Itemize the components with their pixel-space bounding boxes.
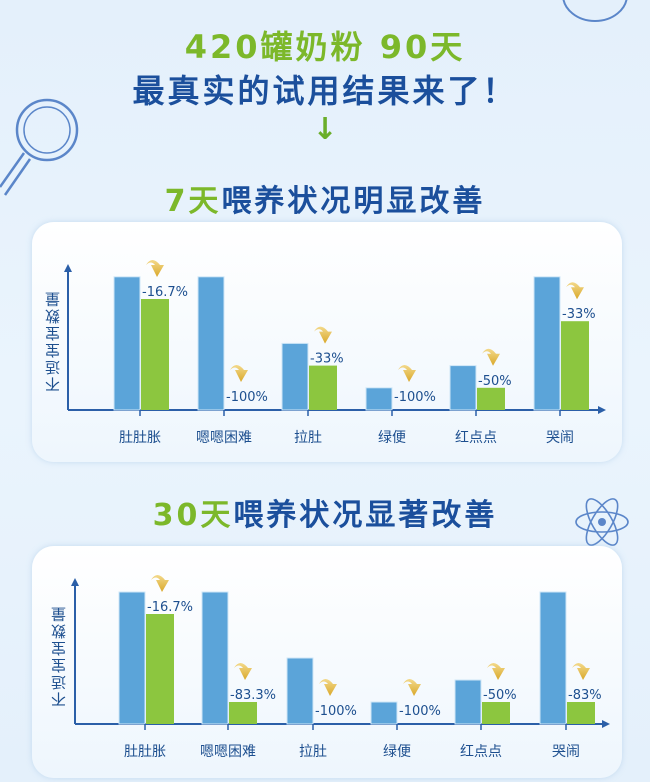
- bar-before: [539, 591, 567, 725]
- decrease-arrow-icon: [487, 663, 505, 680]
- decrease-arrow-icon: [572, 663, 590, 680]
- change-label: -100%: [394, 390, 436, 405]
- bar-after: [309, 365, 337, 410]
- x-tick-label: 绿便: [378, 430, 406, 446]
- x-tick-label: 嗯嗯困难: [200, 744, 256, 760]
- y-axis-arrow: [64, 264, 72, 272]
- magnifier-icon: [0, 98, 79, 196]
- headline-line1: 420罐奶粉 90天: [184, 28, 466, 66]
- bar-after: [482, 702, 510, 724]
- change-label: -50%: [478, 374, 512, 389]
- decrease-arrow-icon: [398, 365, 416, 382]
- x-tick-label: 拉肚: [294, 430, 322, 446]
- down-arrow-icon: ↓: [312, 112, 338, 147]
- change-label: -50%: [483, 688, 517, 703]
- bar-before: [454, 679, 482, 725]
- ring-decoration-icon: [562, 0, 628, 22]
- x-axis-arrow: [598, 406, 606, 414]
- bar-before: [286, 657, 314, 725]
- y-axis-arrow: [71, 578, 79, 586]
- x-tick-label: 哭闹: [546, 430, 574, 446]
- atom-icon: [575, 498, 629, 546]
- decrease-arrow-icon: [566, 282, 584, 300]
- decrease-arrow-icon: [230, 365, 248, 382]
- bar-before: [197, 276, 225, 411]
- change-label: -33%: [562, 307, 596, 322]
- x-tick-label: 红点点: [460, 744, 502, 760]
- change-label: -33%: [310, 352, 344, 367]
- decrease-arrow-icon: [319, 679, 337, 696]
- section-title-highlight: 30天: [152, 498, 234, 533]
- x-tick-label: 肚肚胀: [124, 744, 166, 760]
- change-label: -83%: [568, 688, 602, 703]
- bar-before: [365, 387, 393, 411]
- decrease-arrow-icon: [146, 260, 164, 277]
- bar-after: [141, 299, 169, 410]
- x-tick-label: 嗯嗯困难: [196, 430, 252, 446]
- x-axis-arrow: [602, 720, 610, 728]
- decrease-arrow-icon: [151, 575, 169, 592]
- x-tick-label: 哭闹: [552, 744, 580, 760]
- bar-after: [567, 702, 595, 724]
- change-label: -100%: [399, 704, 441, 719]
- x-tick-label: 肚肚胀: [119, 430, 161, 446]
- section-title-text: 喂养状况显著改善: [233, 498, 498, 533]
- change-label: -16.7%: [142, 285, 188, 300]
- change-label: -100%: [315, 704, 357, 719]
- section-title-7-days: 7天喂养状况明显改善: [0, 176, 650, 220]
- bar-after: [146, 614, 174, 724]
- headline-line2: 最真实的试用结果来了！: [132, 72, 518, 110]
- decrease-arrow-icon: [482, 348, 500, 366]
- bar-before: [449, 365, 477, 411]
- bar-before: [113, 276, 141, 411]
- x-tick-label: 绿便: [383, 744, 411, 760]
- bar-after: [561, 321, 589, 410]
- section-title-highlight: 7天: [164, 184, 222, 219]
- change-label: -100%: [226, 390, 268, 405]
- bar-before: [201, 591, 229, 725]
- change-label: -16.7%: [147, 600, 193, 615]
- section-title-text: 喂养状况明显改善: [221, 184, 486, 219]
- x-tick-label: 红点点: [455, 430, 497, 446]
- bar-before: [370, 701, 398, 725]
- section-title-30-days: 30天喂养状况显著改善: [0, 490, 650, 534]
- x-tick-label: 拉肚: [299, 744, 327, 760]
- bar-after: [477, 387, 505, 410]
- decrease-arrow-icon: [234, 663, 252, 680]
- bar-chart-7-days: 肚肚胀 -16.7% 嗯嗯困难 -100% 拉肚 -33% 绿便 -100% 红点点 -50% 哭闹…: [64, 260, 606, 446]
- decrease-arrow-icon: [403, 679, 421, 696]
- bar-before: [281, 342, 309, 411]
- bar-after: [229, 702, 257, 724]
- decrease-arrow-icon: [314, 326, 332, 344]
- bar-before: [118, 591, 146, 725]
- bar-before: [533, 276, 561, 411]
- change-label: -83.3%: [230, 688, 276, 703]
